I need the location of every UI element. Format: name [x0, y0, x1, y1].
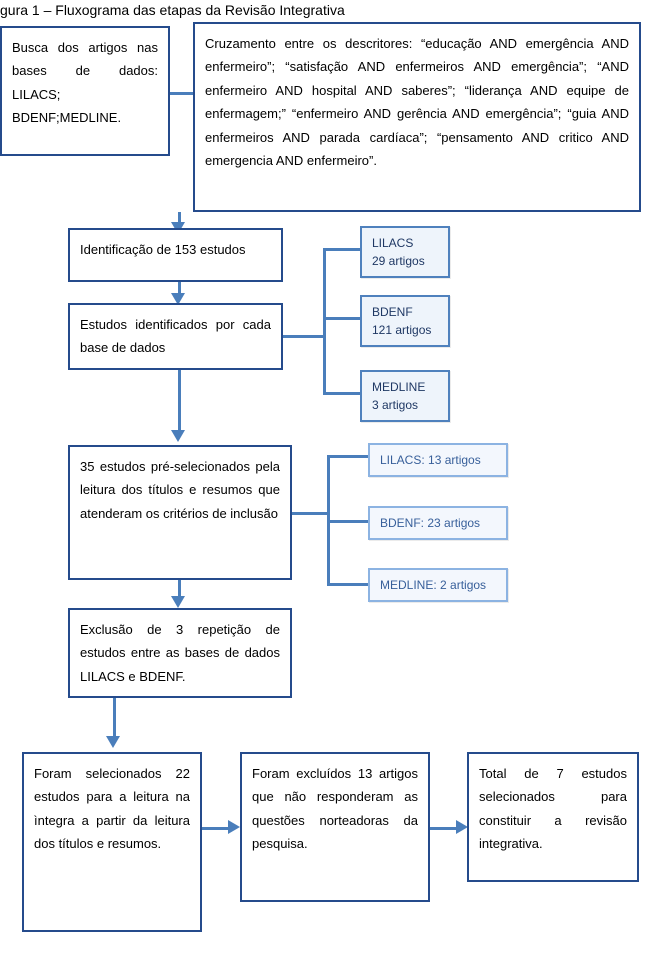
- box-por-base: Estudos identificados por cada base de d…: [68, 303, 283, 370]
- box-7-total: Total de 7 estudos selecionados para con…: [467, 752, 639, 882]
- chip-lilacs-13: LILACS: 13 artigos: [368, 443, 508, 477]
- box-cruzamento: Cruzamento entre os descritores: “educaç…: [193, 22, 641, 212]
- connector: [327, 520, 368, 523]
- chip-bdenf-23: BDENF: 23 artigos: [368, 506, 508, 540]
- connector: [113, 696, 116, 738]
- connector: [323, 392, 360, 395]
- chip-medline-2: MEDLINE: 2 artigos: [368, 568, 508, 602]
- connector: [283, 335, 323, 338]
- box-35-estudos: 35 estudos pré-selecionados pela leitura…: [68, 445, 292, 580]
- chip-medline-3: MEDLINE 3 artigos: [360, 370, 450, 422]
- chip-bdenf-121: BDENF 121 artigos: [360, 295, 450, 347]
- box-exclusao-3: Exclusão de 3 repetição de estudos entre…: [68, 608, 292, 698]
- connector: [327, 583, 368, 586]
- connector: [178, 361, 181, 431]
- connector: [171, 430, 185, 442]
- connector: [327, 455, 330, 583]
- box-identificacao: Identificação de 153 estudos: [68, 228, 283, 282]
- connector: [170, 92, 193, 95]
- connector: [323, 248, 326, 392]
- box-13-excluidos: Foram excluídos 13 artigos que não respo…: [240, 752, 430, 902]
- box-22-selecionados: Foram selecionados 22 estudos para a lei…: [22, 752, 202, 932]
- connector: [430, 827, 457, 830]
- chip-lilacs-29: LILACS 29 artigos: [360, 226, 450, 278]
- box-busca: Busca dos artigos nas bases de dados: LI…: [0, 26, 170, 156]
- connector: [228, 820, 240, 834]
- connector: [171, 596, 185, 608]
- connector: [327, 455, 368, 458]
- connector: [292, 512, 328, 515]
- figure-title: gura 1 – Fluxograma das etapas da Revisã…: [0, 2, 345, 18]
- connector: [323, 248, 360, 251]
- connector: [202, 827, 229, 830]
- connector: [323, 317, 360, 320]
- connector: [106, 736, 120, 748]
